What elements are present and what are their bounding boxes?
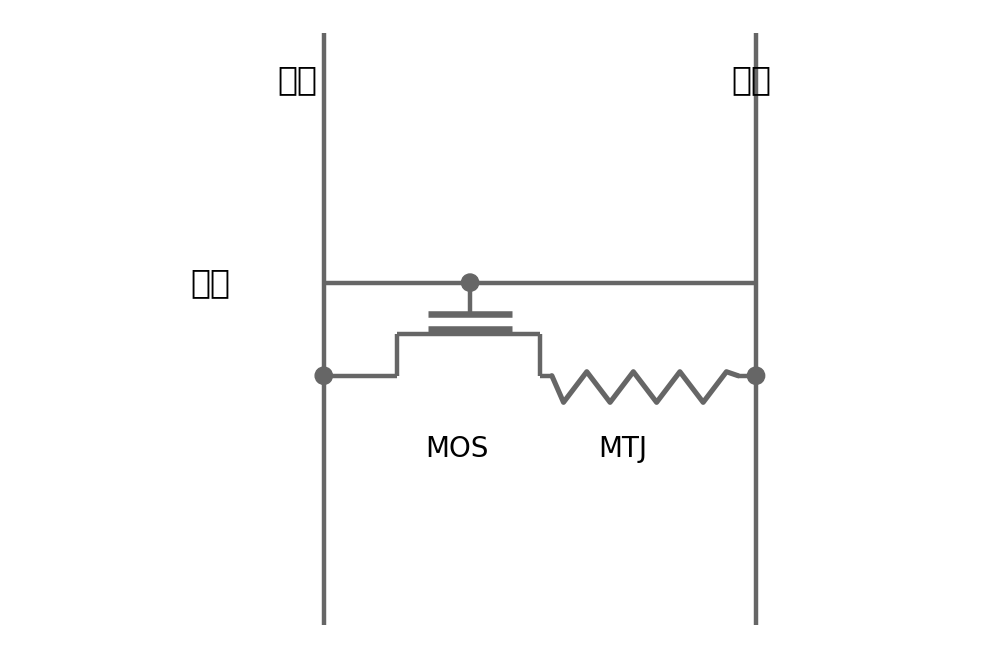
Circle shape: [315, 367, 332, 384]
Text: MOS: MOS: [425, 435, 488, 463]
Text: 字线: 字线: [191, 266, 231, 299]
Text: MTJ: MTJ: [598, 435, 648, 463]
Circle shape: [461, 274, 479, 291]
Circle shape: [747, 367, 765, 384]
Text: 位线: 位线: [731, 63, 771, 96]
Text: 源线: 源线: [277, 63, 317, 96]
